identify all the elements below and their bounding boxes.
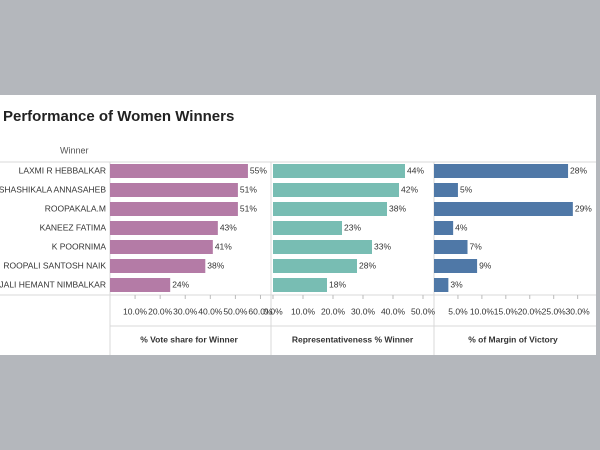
x-axis-label: Representativeness % Winner: [292, 334, 414, 344]
value-label: 28%: [359, 260, 376, 270]
x-tick-label: 25.0%: [542, 306, 567, 316]
x-tick-label: 20.0%: [321, 306, 346, 316]
bar: [110, 164, 248, 178]
value-label: 51%: [240, 203, 257, 213]
value-label: 3%: [450, 279, 463, 289]
value-label: 23%: [344, 222, 361, 232]
bar: [110, 202, 238, 216]
x-tick-label: 10.0%: [123, 306, 148, 316]
bar: [434, 240, 468, 254]
bar: [273, 221, 342, 235]
x-axis-label: % of Margin of Victory: [468, 334, 558, 344]
x-tick-label: 30.0%: [351, 306, 376, 316]
bar: [434, 221, 454, 235]
value-label: 51%: [240, 184, 257, 194]
x-tick-label: 40.0%: [198, 306, 223, 316]
category-label: K POORNIMA: [52, 241, 107, 251]
category-label: DR. ANJALI HEMANT NIMBALKAR: [0, 279, 106, 289]
x-tick-label: 40.0%: [381, 306, 406, 316]
category-label: ROOPAKALA.M: [45, 203, 106, 213]
bar: [434, 164, 569, 178]
x-tick-label: 30.0%: [173, 306, 198, 316]
category-label: JOLLE SHASHIKALA ANNASAHEB: [0, 184, 106, 194]
x-tick-label: 50.0%: [411, 306, 436, 316]
value-label: 24%: [172, 279, 189, 289]
bar: [110, 259, 206, 273]
value-label: 9%: [479, 260, 492, 270]
value-label: 33%: [374, 241, 391, 251]
x-tick-label: 0.0%: [263, 306, 283, 316]
value-label: 42%: [401, 184, 418, 194]
bar: [273, 164, 405, 178]
bar: [434, 278, 449, 292]
x-tick-label: 20.0%: [518, 306, 543, 316]
bar: [110, 183, 238, 197]
value-label: 38%: [389, 203, 406, 213]
value-label: 55%: [250, 165, 267, 175]
bar: [434, 202, 573, 216]
value-label: 38%: [207, 260, 224, 270]
bar: [110, 278, 171, 292]
bar: [273, 278, 327, 292]
x-tick-label: 60.0%: [248, 306, 273, 316]
category-label: ROOPALI SANTOSH NAIK: [3, 260, 106, 270]
bar: [110, 240, 213, 254]
bar: [273, 202, 387, 216]
value-label: 7%: [470, 241, 483, 251]
bar: [273, 183, 399, 197]
x-tick-label: 50.0%: [223, 306, 248, 316]
bar: [273, 259, 357, 273]
value-label: 28%: [570, 165, 587, 175]
value-label: 41%: [215, 241, 232, 251]
category-label: LAXMI R HEBBALKAR: [19, 165, 106, 175]
x-tick-label: 15.0%: [494, 306, 519, 316]
x-tick-label: 10.0%: [291, 306, 316, 316]
bar: [434, 183, 458, 197]
x-axis-label: % Vote share for Winner: [140, 334, 238, 344]
value-label: 4%: [455, 222, 468, 232]
value-label: 18%: [329, 279, 346, 289]
x-tick-label: 20.0%: [148, 306, 173, 316]
chart-title: Performance of Women Winners: [3, 108, 234, 125]
value-label: 29%: [575, 203, 592, 213]
value-label: 44%: [407, 165, 424, 175]
bar: [434, 259, 478, 273]
bar: [273, 240, 372, 254]
x-tick-label: 10.0%: [470, 306, 495, 316]
row-header: Winner: [60, 145, 89, 155]
value-label: 43%: [220, 222, 237, 232]
bar: [110, 221, 218, 235]
x-tick-label: 30.0%: [566, 306, 591, 316]
value-label: 5%: [460, 184, 473, 194]
category-label: KANEEZ FATIMA: [40, 222, 107, 232]
x-tick-label: 5.0%: [448, 306, 468, 316]
